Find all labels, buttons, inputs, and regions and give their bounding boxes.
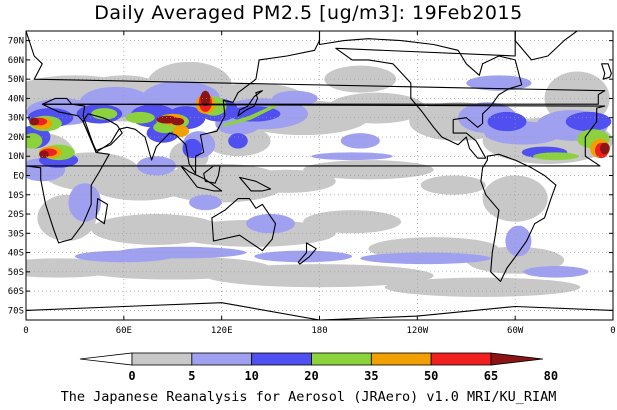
pm25-concentration-field bbox=[26, 61, 613, 297]
colorbar-segment bbox=[191, 352, 253, 366]
lat-tick-label: 20S bbox=[8, 210, 24, 220]
pm25-patch-5 bbox=[303, 210, 402, 234]
pm25-patch-10 bbox=[311, 152, 393, 161]
pm25-patch-5 bbox=[482, 175, 548, 222]
pm25-patch-10 bbox=[340, 133, 380, 149]
lon-tick-label: 120W bbox=[406, 326, 428, 336]
lat-tick-label: 60N bbox=[8, 56, 24, 66]
coastline-borneo-sulawesi bbox=[203, 165, 221, 184]
pm25-patch-10 bbox=[360, 252, 491, 265]
colorbar-level-label: 50 bbox=[424, 369, 438, 383]
longitude-tick-labels: 0 60E 120E 180 120W 60W 0 bbox=[23, 31, 616, 336]
pm25-patch-5 bbox=[420, 175, 486, 195]
colorbar-segment bbox=[490, 352, 544, 366]
colorbar-level-label: 10 bbox=[244, 369, 258, 383]
colorbar-level-label: 35 bbox=[364, 369, 378, 383]
pm25-patch-20 bbox=[182, 138, 203, 159]
colorbar-level-label: 65 bbox=[484, 369, 498, 383]
lat-tick-label: 10S bbox=[8, 191, 24, 201]
pm25-patch-35 bbox=[221, 104, 279, 128]
pm25-patch-10 bbox=[505, 225, 532, 257]
lat-tick-label: 50S bbox=[8, 268, 24, 278]
lon-tick-label: 120E bbox=[211, 326, 233, 336]
colorbar-segment bbox=[370, 352, 432, 366]
pm25-patch-80 bbox=[29, 117, 40, 126]
lat-tick-label: 70N bbox=[8, 37, 24, 47]
coastline-antarctic-edge bbox=[26, 302, 613, 320]
latitude-tick-labels: 70N 60N 50N 40N 30N 20N 10N EQ 10S 20S 30S 40S 50S 60… bbox=[8, 37, 613, 316]
colorbar-segment bbox=[430, 352, 492, 366]
lat-tick-label: 30S bbox=[8, 229, 24, 239]
pm25-patch-10 bbox=[272, 90, 318, 107]
coastline-indonesia bbox=[180, 165, 223, 192]
pm25-patch-35 bbox=[125, 111, 155, 124]
colorbar-level-label: 20 bbox=[304, 369, 318, 383]
lon-tick-label: 0 bbox=[610, 326, 615, 336]
lat-tick-label: 40N bbox=[8, 94, 24, 104]
pm25-patch-10 bbox=[523, 266, 589, 278]
colorbar-level-label: 80 bbox=[544, 369, 558, 383]
lon-tick-label: 180 bbox=[311, 326, 327, 336]
colorbar-segment bbox=[311, 352, 372, 366]
colorbar-level-label: 5 bbox=[188, 369, 195, 383]
coastline-new-zealand bbox=[297, 242, 317, 265]
pm25-patch-80 bbox=[599, 142, 610, 155]
map-gridlines bbox=[26, 31, 613, 320]
colorbar-segment bbox=[251, 352, 312, 366]
pm25-patch-35 bbox=[533, 152, 579, 161]
pm25-patch-5 bbox=[384, 277, 581, 297]
pm25-patch-10 bbox=[68, 183, 102, 222]
colorbar-segment bbox=[79, 352, 133, 366]
figure-caption: The Japanese Reanalysis for Aerosol (JRA… bbox=[60, 389, 557, 405]
coastline-madagascar bbox=[95, 198, 109, 225]
coastline-north-america bbox=[318, 31, 523, 159]
pm25-patch-5 bbox=[324, 65, 397, 93]
lat-tick-label: 20N bbox=[8, 133, 24, 143]
lat-tick-label: 50N bbox=[8, 75, 24, 85]
pm25-patch-5 bbox=[303, 160, 434, 180]
pm25-patch-50 bbox=[172, 125, 190, 137]
pm25-patch-10 bbox=[74, 250, 173, 263]
colorbar: 0 5 10 20 35 50 65 80 bbox=[79, 352, 558, 383]
pm25-patch-10 bbox=[189, 194, 222, 211]
lat-tick-label: 10N bbox=[8, 152, 24, 162]
coastline-africa bbox=[26, 103, 606, 244]
pm25-patch-20 bbox=[565, 111, 612, 132]
pm25-patch-20 bbox=[228, 133, 248, 149]
lon-tick-label: 0 bbox=[23, 326, 28, 336]
coastline-uk bbox=[601, 63, 612, 80]
lat-tick-label: 70S bbox=[8, 306, 24, 316]
pm25-patch-80 bbox=[200, 90, 211, 107]
colorbar-level-label: 0 bbox=[128, 369, 135, 383]
coastlines bbox=[26, 31, 613, 320]
pm25-patch-80 bbox=[171, 117, 185, 126]
lat-tick-label: 30N bbox=[8, 114, 24, 124]
coastline-new-guinea bbox=[239, 176, 272, 192]
map-title: Daily Averaged PM2.5 [ug/m3]: 19Feb2015 bbox=[94, 2, 523, 24]
lat-tick-label: 40S bbox=[8, 249, 24, 259]
map-panel bbox=[26, 31, 613, 320]
lon-tick-label: 60E bbox=[116, 326, 132, 336]
lat-tick-label: EQ bbox=[13, 172, 24, 182]
lon-tick-label: 60W bbox=[507, 326, 524, 336]
pm25-patch-5 bbox=[327, 92, 426, 124]
coastline-greenland bbox=[514, 31, 578, 61]
coastline-eurasia bbox=[26, 31, 606, 175]
colorbar-segment bbox=[131, 352, 193, 366]
pm25-patch-10 bbox=[246, 214, 296, 234]
pm25-patch-80 bbox=[39, 150, 49, 159]
coastline-australia bbox=[211, 198, 277, 252]
coastline-arabia bbox=[82, 113, 123, 152]
pm25-patch-20 bbox=[487, 111, 527, 132]
coastline-south-america bbox=[480, 153, 557, 283]
coastline-japan bbox=[237, 90, 263, 117]
lat-tick-label: 60S bbox=[8, 287, 24, 297]
